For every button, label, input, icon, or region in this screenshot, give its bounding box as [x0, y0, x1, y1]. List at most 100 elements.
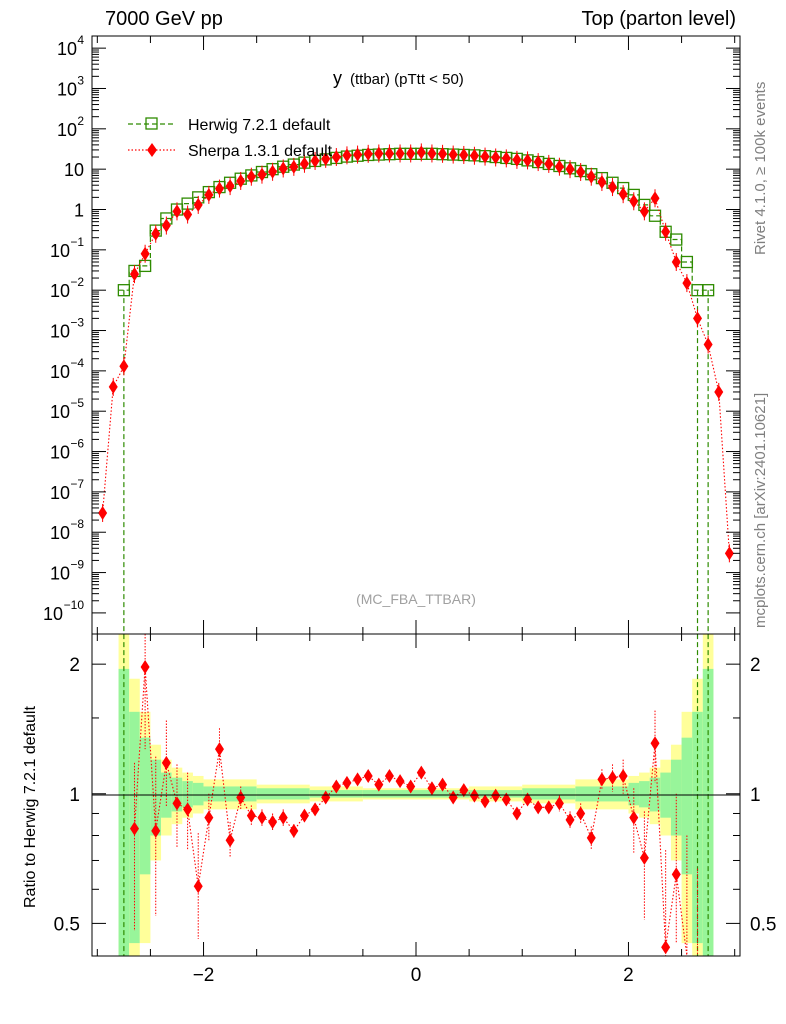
green-band-bin — [522, 788, 576, 800]
sherpa-point — [533, 155, 543, 170]
upper-y-tick-exponent: −10 — [64, 598, 85, 612]
sherpa-ratio-point — [427, 781, 437, 796]
sherpa-ratio-point — [448, 790, 458, 805]
upper-y-tick-exponent: −3 — [70, 316, 84, 330]
sherpa-ratio-point — [151, 823, 161, 838]
sherpa-point — [597, 175, 607, 190]
sherpa-ratio-point — [374, 777, 384, 792]
sherpa-ratio-point — [257, 810, 267, 825]
herwig-point — [648, 209, 662, 222]
sherpa-point — [384, 146, 394, 161]
sherpa-point — [512, 152, 522, 167]
sherpa-ratio-point — [650, 736, 660, 751]
plot-title-main: y — [333, 68, 342, 88]
sherpa-ratio-point — [278, 810, 288, 825]
sherpa-point — [438, 146, 448, 161]
sherpa-point — [724, 546, 734, 561]
sherpa-point — [225, 179, 235, 194]
upper-y-tick-label: 10 — [50, 523, 70, 543]
herwig-point — [670, 233, 683, 246]
sherpa-ratio-point — [671, 867, 681, 882]
upper-y-tick-exponent: −9 — [70, 558, 84, 572]
sherpa-ratio-point — [480, 794, 490, 809]
sherpa-point — [172, 204, 182, 219]
ratio-y-tick-label-right: 2 — [750, 655, 761, 676]
sherpa-ratio-point — [523, 792, 533, 807]
ratio-y-tick-label: 2 — [69, 655, 80, 676]
sherpa-ratio-point — [395, 774, 405, 789]
sherpa-ratio-point — [214, 742, 224, 757]
green-band-bin — [256, 788, 310, 800]
green-band-bin — [639, 781, 650, 808]
sherpa-ratio-point — [129, 821, 139, 836]
sherpa-point — [703, 337, 713, 352]
sherpa-ratio-line — [133, 666, 698, 957]
legend-sherpa-marker — [147, 143, 157, 157]
sherpa-ratio-point — [661, 940, 671, 955]
upper-y-tick-label: 10 — [50, 443, 70, 463]
ratio-y-tick-label-right: 1 — [750, 785, 761, 806]
sherpa-point — [98, 505, 108, 520]
sherpa-point — [671, 254, 681, 269]
upper-y-tick-label: 10 — [50, 241, 70, 261]
sherpa-point — [236, 173, 246, 188]
sherpa-ratio-point — [183, 802, 193, 817]
plot-title-sub: (ttbar) (pTtt < 50) — [350, 71, 464, 88]
upper-y-tick-label: 10 — [57, 120, 77, 140]
sherpa-ratio-point — [501, 792, 511, 807]
sherpa-point — [193, 197, 203, 212]
ratio-y-tick-label: 0.5 — [54, 914, 80, 935]
sherpa-ratio-point — [161, 755, 171, 770]
green-band-bin — [362, 790, 416, 798]
legend-sherpa-label: Sherpa 1.3.1 default — [188, 143, 333, 160]
sherpa-point — [491, 150, 501, 165]
sherpa-point — [448, 147, 458, 162]
sherpa-point — [140, 246, 150, 261]
sherpa-point — [246, 169, 256, 184]
upper-y-tick-label: 10 — [50, 402, 70, 422]
sherpa-point — [374, 146, 384, 161]
sherpa-point — [693, 311, 703, 326]
sherpa-point — [469, 148, 479, 163]
sherpa-ratio-point — [469, 788, 479, 803]
sherpa-point — [214, 181, 224, 196]
sherpa-point — [129, 267, 139, 282]
sherpa-point — [119, 359, 129, 374]
sherpa-point — [618, 187, 628, 202]
sherpa-point — [523, 153, 533, 168]
sherpa-ratio-point — [491, 788, 501, 803]
upper-y-tick-exponent: −8 — [70, 517, 84, 531]
sherpa-ratio-point — [608, 770, 618, 785]
sherpa-point — [321, 151, 331, 166]
sherpa-ratio-point — [299, 808, 309, 823]
sherpa-ratio-point — [565, 812, 575, 827]
sherpa-ratio-point — [533, 800, 543, 815]
sherpa-ratio-point — [331, 779, 341, 794]
sherpa-point — [204, 187, 214, 202]
sherpa-ratio-point — [342, 775, 352, 790]
x-tick-label: −2 — [193, 965, 215, 986]
sherpa-ratio-point — [236, 790, 246, 805]
green-band-bin — [309, 790, 363, 798]
green-band-bin — [203, 786, 257, 802]
sherpa-ratio-point — [544, 800, 554, 815]
upper-y-tick-exponent: −2 — [70, 275, 84, 289]
sherpa-ratio-point — [576, 806, 586, 821]
upper-y-tick-label: 10 — [50, 483, 70, 503]
sherpa-ratio-point — [321, 790, 331, 805]
sherpa-ratio-point — [629, 810, 639, 825]
x-tick-label: 0 — [411, 965, 422, 986]
upper-y-tick-exponent: −6 — [70, 437, 84, 451]
green-band-bin — [416, 790, 470, 798]
herwig-histogram-line — [118, 153, 714, 291]
sherpa-ratio-point — [459, 783, 469, 798]
green-band-bin — [681, 737, 693, 875]
sherpa-point — [650, 191, 660, 206]
sherpa-point — [395, 146, 405, 161]
sherpa-ratio-point — [406, 779, 416, 794]
sherpa-ratio-point — [172, 796, 182, 811]
sherpa-ratio-point — [512, 806, 522, 821]
legend-herwig-marker — [145, 117, 158, 130]
sherpa-ratio-point — [384, 768, 394, 783]
